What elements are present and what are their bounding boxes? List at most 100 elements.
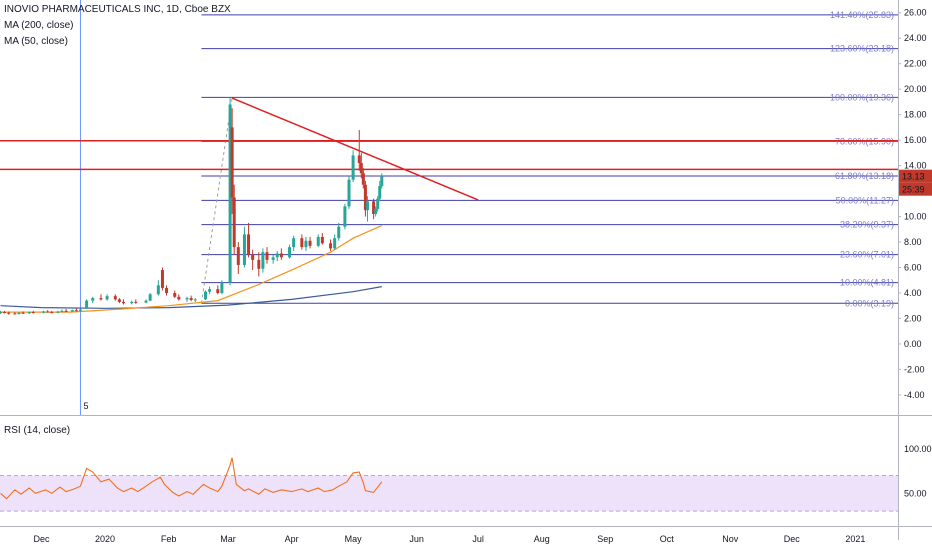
candle-body[interactable]	[333, 238, 337, 249]
candle-body[interactable]	[308, 240, 312, 246]
candle-body[interactable]	[46, 311, 50, 313]
candle-body[interactable]	[232, 197, 236, 248]
price-tick-label: 18.00	[904, 110, 927, 120]
candle-body[interactable]	[0, 312, 2, 314]
candle-body[interactable]	[316, 236, 320, 246]
candle-body[interactable]	[85, 300, 89, 309]
candle-body[interactable]	[70, 310, 74, 312]
candle-body[interactable]	[257, 259, 261, 269]
time-tick-label: Mar	[220, 534, 236, 544]
candle-body[interactable]	[144, 300, 148, 303]
price-tick-label: 2.00	[904, 313, 922, 323]
candle-body[interactable]	[189, 298, 193, 300]
candle-body[interactable]	[27, 312, 31, 314]
trendline[interactable]	[231, 97, 479, 201]
time-tick-label: Apr	[285, 534, 299, 544]
candle-body[interactable]	[220, 282, 224, 293]
candle-body[interactable]	[42, 311, 46, 313]
candle-body[interactable]	[337, 226, 341, 239]
rsi-band	[0, 475, 898, 512]
candle-body[interactable]	[361, 173, 365, 185]
candle-body[interactable]	[376, 198, 380, 209]
candle-body[interactable]	[7, 312, 11, 314]
candle-body[interactable]	[343, 206, 347, 227]
candle-body[interactable]	[236, 247, 240, 265]
candle-body[interactable]	[292, 238, 296, 248]
candle-body[interactable]	[21, 312, 25, 314]
candle-body[interactable]	[193, 299, 197, 301]
time-tick-label: Aug	[534, 534, 550, 544]
candle-body[interactable]	[99, 298, 103, 300]
candle-body[interactable]	[304, 240, 308, 248]
candle-body[interactable]	[372, 201, 376, 215]
candle-body[interactable]	[177, 296, 181, 300]
candle-body[interactable]	[365, 201, 369, 211]
rsi-line[interactable]	[0, 457, 383, 500]
fib-level-label: 10.00%(4.81)	[840, 278, 894, 288]
candle-body[interactable]	[279, 253, 283, 258]
candle-body[interactable]	[91, 298, 95, 301]
fib-level-label: 61.80%(13.18)	[835, 171, 894, 181]
candle-body[interactable]	[288, 247, 292, 258]
candle-body[interactable]	[117, 299, 121, 302]
candle-body[interactable]	[261, 252, 265, 269]
fib-level-label: 123.60%(23.18)	[830, 44, 894, 54]
price-tick-label: 6.00	[904, 263, 922, 273]
ma200-line[interactable]	[0, 286, 382, 309]
candle-body[interactable]	[156, 285, 160, 295]
candle-body[interactable]	[228, 104, 232, 283]
candle-body[interactable]	[271, 257, 275, 260]
candle-body[interactable]	[300, 238, 304, 248]
ma200-legend[interactable]: MA (200, close)	[4, 20, 74, 31]
candle-body[interactable]	[275, 253, 279, 258]
candle-body[interactable]	[31, 312, 35, 314]
candle-body[interactable]	[374, 208, 378, 215]
candle-body[interactable]	[185, 298, 189, 300]
ma50-line[interactable]	[0, 224, 383, 313]
candle-body[interactable]	[363, 184, 367, 211]
candle-body[interactable]	[160, 270, 164, 288]
candle-body[interactable]	[78, 309, 82, 311]
candle-body[interactable]	[204, 291, 207, 300]
price-tick-label: 0.00	[904, 339, 922, 349]
candle-body[interactable]	[357, 155, 361, 164]
candle-body[interactable]	[13, 313, 17, 315]
candle-body[interactable]	[378, 185, 382, 199]
candle-body[interactable]	[105, 296, 109, 300]
candle-body[interactable]	[351, 155, 355, 180]
candle-body[interactable]	[242, 234, 246, 265]
rsi-legend[interactable]: RSI (14, close)	[4, 425, 71, 436]
candle-body[interactable]	[208, 289, 212, 292]
candle-body[interactable]	[64, 310, 68, 312]
candle-body[interactable]	[216, 289, 220, 293]
candle-body[interactable]	[380, 176, 384, 186]
candle-body[interactable]	[251, 254, 255, 260]
candle-body[interactable]	[17, 312, 21, 315]
fib-level-label: 100.00%(19.36)	[830, 92, 894, 102]
candle-body[interactable]	[347, 179, 351, 207]
candle-body[interactable]	[247, 234, 251, 255]
candle-body[interactable]	[265, 252, 269, 260]
candle-body[interactable]	[329, 243, 333, 249]
countdown-value: 25:39	[902, 185, 925, 195]
candle-body[interactable]	[122, 301, 125, 304]
candle-body[interactable]	[113, 296, 117, 300]
candle-body[interactable]	[60, 310, 64, 312]
candle-body[interactable]	[130, 301, 134, 304]
candle-body[interactable]	[165, 287, 169, 293]
ma50-legend[interactable]: MA (50, close)	[4, 36, 68, 47]
price-tick-label: 24.00	[904, 33, 927, 43]
candle-body[interactable]	[359, 163, 363, 174]
candle-body[interactable]	[50, 312, 54, 314]
candle-body[interactable]	[56, 311, 60, 313]
candle-body[interactable]	[3, 312, 7, 314]
candle-body[interactable]	[230, 127, 234, 198]
candle-body[interactable]	[134, 301, 138, 303]
fib-anchor-line[interactable]	[200, 97, 233, 304]
candle-body[interactable]	[173, 292, 177, 297]
price-tick-label: 22.00	[904, 59, 927, 69]
candle-body[interactable]	[320, 236, 324, 244]
candle-body[interactable]	[74, 310, 78, 312]
candle-body[interactable]	[148, 294, 152, 301]
